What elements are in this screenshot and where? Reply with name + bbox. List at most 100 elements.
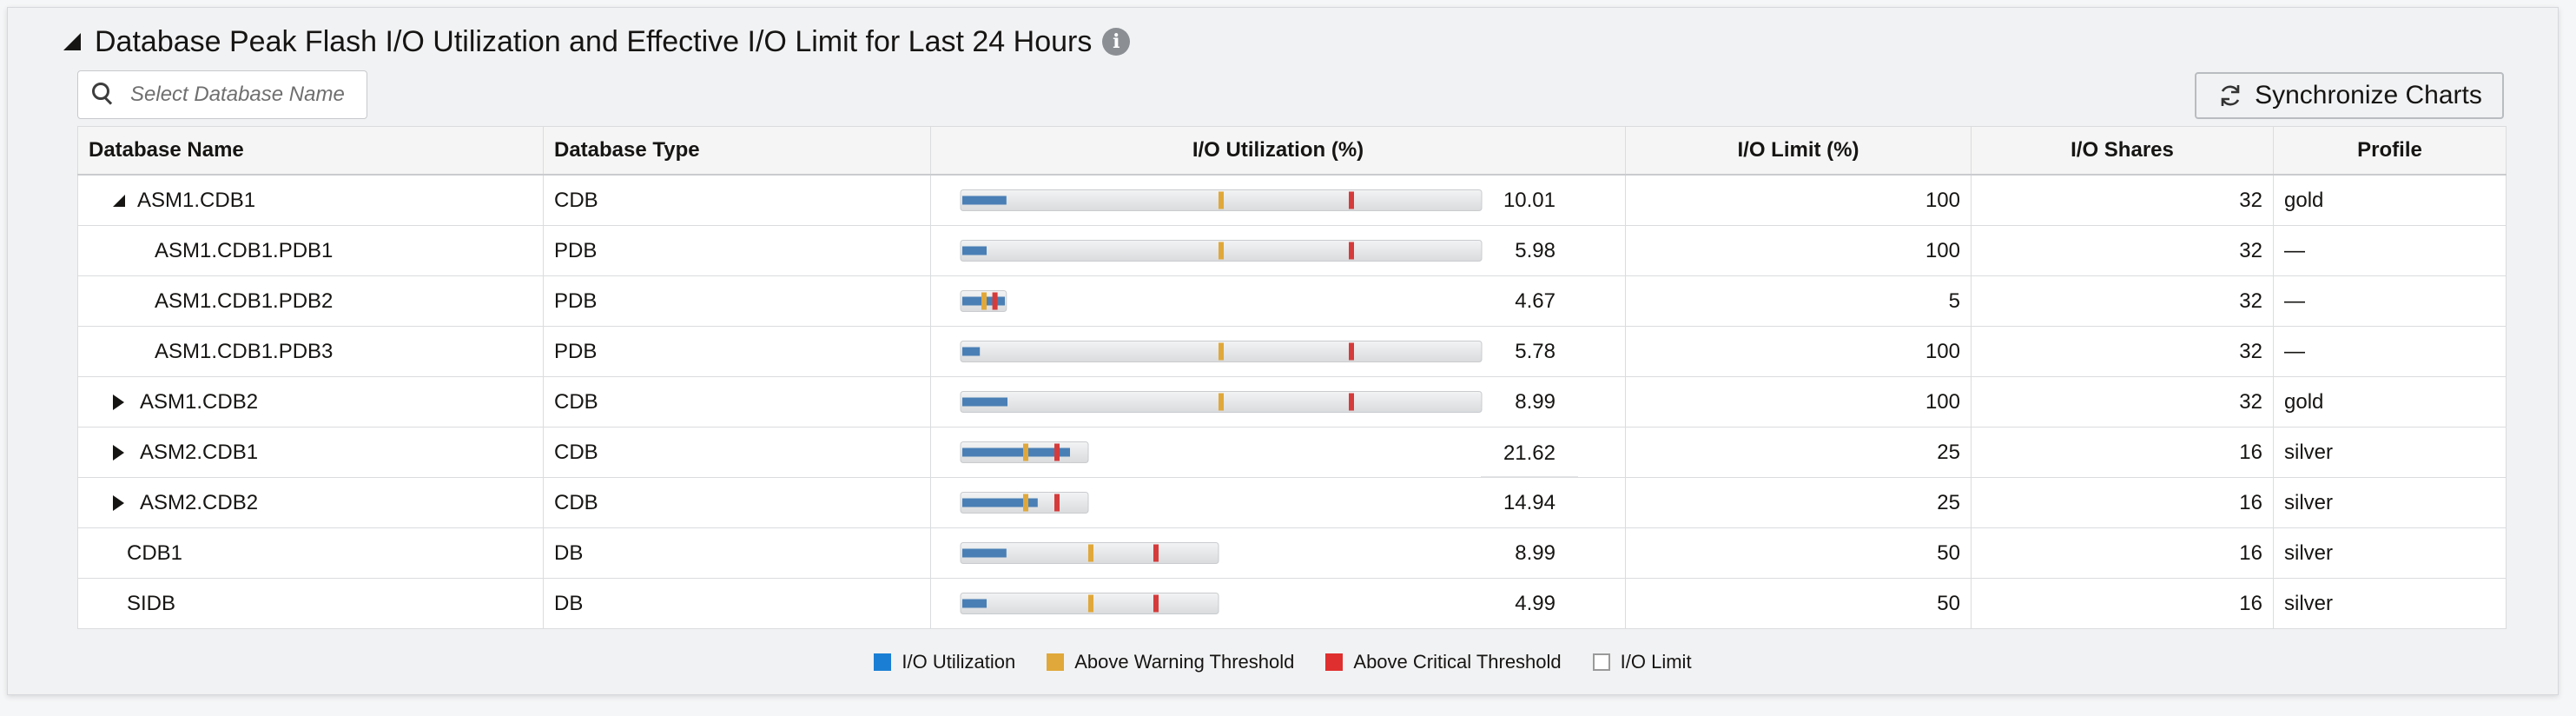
legend-swatch: [874, 653, 892, 671]
database-name-wrap: ASM2.CDB2: [89, 491, 532, 515]
col-header-profile[interactable]: Profile: [2273, 126, 2507, 176]
database-type: PDB: [543, 225, 931, 276]
io-shares-value: 16: [1971, 427, 2274, 478]
io-utilization-value: 14.94: [1503, 490, 1556, 514]
io-utilization-bar[interactable]: [931, 579, 1626, 628]
legend-item[interactable]: I/O Limit: [1592, 651, 1692, 673]
io-utilization-bar[interactable]: [931, 428, 1626, 477]
database-name-wrap: ASM1.CDB1.PDB1: [89, 239, 532, 263]
chart-legend: I/O Utilization Above Warning Threshold Ab…: [8, 651, 2558, 673]
database-name-cell: ASM1.CDB1.PDB1: [77, 225, 544, 276]
collapse-triangle-icon[interactable]: [113, 194, 125, 207]
io-utilization-bar[interactable]: [931, 327, 1626, 376]
col-header-io-limit[interactable]: I/O Limit (%): [1625, 126, 1972, 176]
io-shares-value: 16: [1971, 578, 2274, 629]
profile-value: silver: [2273, 477, 2507, 528]
database-type: DB: [543, 578, 931, 629]
synchronize-charts-button[interactable]: Synchronize Charts: [2195, 72, 2504, 119]
database-type: CDB: [543, 427, 931, 478]
col-header-database-type[interactable]: Database Type: [543, 126, 931, 176]
database-name-cell: ASM1.CDB1.PDB3: [77, 326, 544, 377]
io-utilization-value: 8.99: [1515, 389, 1556, 414]
database-name-cell: ASM1.CDB1: [77, 174, 544, 226]
info-icon[interactable]: i: [1102, 28, 1131, 56]
database-type: PDB: [543, 275, 931, 327]
io-utilization-fill: [962, 498, 1038, 507]
io-utilization-cell: 8.99: [930, 527, 1626, 579]
col-header-database-name[interactable]: Database Name: [77, 126, 544, 176]
io-utilization-panel: Database Peak Flash I/O Utilization and …: [7, 7, 2559, 695]
panel-header: Database Peak Flash I/O Utilization and …: [63, 22, 1131, 62]
table-row[interactable]: SIDB DB 4.99 50 16 silver: [77, 578, 2507, 629]
io-utilization-value: 5.98: [1515, 238, 1556, 262]
io-limit-value: 50: [1625, 578, 1972, 629]
database-type: DB: [543, 527, 931, 579]
legend-label: Above Critical Threshold: [1353, 651, 1562, 673]
io-limit-value: 25: [1625, 427, 1972, 478]
io-utilization-cell: 5.98: [930, 225, 1626, 276]
critical-threshold-marker: [1349, 191, 1354, 209]
table-row[interactable]: ASM2.CDB1 CDB 21.62 25 16 silver: [77, 427, 2507, 478]
col-header-io-shares[interactable]: I/O Shares: [1971, 126, 2274, 176]
database-type: CDB: [543, 174, 931, 226]
table-row[interactable]: ASM1.CDB2 CDB 8.99 100 32 gold: [77, 376, 2507, 428]
warning-threshold-marker: [1219, 342, 1224, 361]
database-type: CDB: [543, 477, 931, 528]
database-name: ASM1.CDB2: [140, 389, 259, 414]
io-shares-value: 32: [1971, 225, 2274, 276]
database-name-wrap: ASM1.CDB1.PDB2: [89, 289, 532, 314]
profile-value: gold: [2273, 376, 2507, 428]
table-row[interactable]: ASM1.CDB1.PDB3 PDB 5.78 100 32—: [77, 326, 2507, 377]
table-row[interactable]: ASM1.CDB1.PDB1 PDB 5.98 100 32—: [77, 225, 2507, 276]
expand-triangle-icon[interactable]: [113, 494, 124, 511]
io-shares-value: 16: [1971, 527, 2274, 579]
io-limit-value: 100: [1625, 225, 1972, 276]
io-utilization-cell: 10.01: [930, 174, 1626, 226]
critical-threshold-marker: [1054, 443, 1060, 461]
legend-swatch: [1047, 653, 1065, 671]
legend-item[interactable]: Above Critical Threshold: [1325, 651, 1562, 673]
table-row[interactable]: ASM1.CDB1 CDB 10.01 100 32 gold: [77, 174, 2507, 226]
expand-triangle-icon[interactable]: [113, 444, 124, 461]
table-row[interactable]: ASM1.CDB1.PDB2 PDB 4.67 5 32—: [77, 275, 2507, 327]
warning-threshold-marker: [1088, 594, 1093, 613]
table-row[interactable]: ASM2.CDB2 CDB 14.94 25 16 silver: [77, 477, 2507, 528]
io-utilization-fill: [962, 347, 981, 356]
database-name-wrap: ASM1.CDB1.PDB3: [89, 340, 532, 364]
io-utilization-fill: [962, 599, 987, 608]
legend-swatch: [1325, 653, 1344, 671]
col-header-io-utilization[interactable]: I/O Utilization (%): [930, 126, 1626, 176]
io-utilization-value: 4.99: [1515, 591, 1556, 615]
io-utilization-bar[interactable]: [931, 226, 1626, 275]
io-utilization-bar[interactable]: [931, 176, 1626, 225]
io-shares-value: 16: [1971, 477, 2274, 528]
search-box[interactable]: [77, 70, 367, 119]
io-utilization-bar[interactable]: [931, 377, 1626, 427]
database-type: PDB: [543, 326, 931, 377]
panel-title: Database Peak Flash I/O Utilization and …: [95, 24, 1093, 58]
io-utilization-bar[interactable]: [931, 478, 1626, 527]
io-limit-value: 100: [1625, 174, 1972, 226]
warning-threshold-marker: [1023, 494, 1028, 512]
database-name-cell: ASM1.CDB2: [77, 376, 544, 428]
io-shares-value: 32: [1971, 275, 2274, 327]
expand-triangle-icon[interactable]: [113, 394, 124, 410]
io-utilization-fill: [962, 397, 1007, 407]
database-name: CDB1: [127, 540, 183, 565]
legend-item[interactable]: I/O Utilization: [874, 651, 1015, 673]
database-name: ASM2.CDB2: [140, 490, 259, 514]
io-utilization-bar[interactable]: [931, 528, 1626, 578]
legend-label: Above Warning Threshold: [1074, 651, 1295, 673]
collapse-triangle-icon[interactable]: [63, 33, 81, 50]
io-utilization-cell: 4.99: [930, 578, 1626, 629]
io-utilization-value: 8.99: [1515, 540, 1556, 565]
table-row[interactable]: CDB1 DB 8.99 50 16 silver: [77, 527, 2507, 579]
database-name-wrap: SIDB: [89, 592, 532, 616]
io-utilization-bar[interactable]: [931, 276, 1626, 326]
search-input[interactable]: [129, 82, 358, 108]
warning-threshold-marker: [1023, 443, 1028, 461]
critical-threshold-marker: [1054, 494, 1060, 512]
io-utilization-value: 5.78: [1515, 339, 1556, 363]
legend-item[interactable]: Above Warning Threshold: [1047, 651, 1294, 673]
profile-value: —: [2273, 275, 2507, 327]
